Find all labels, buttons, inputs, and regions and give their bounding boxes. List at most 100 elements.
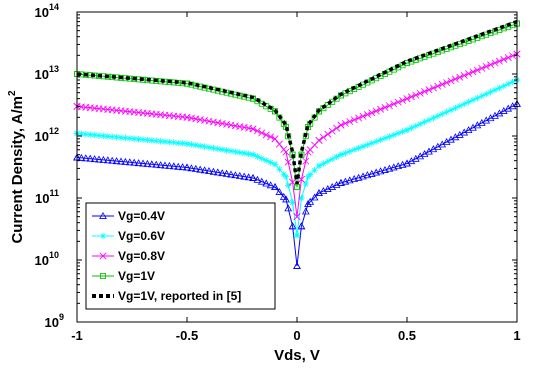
curve-marker xyxy=(262,179,271,187)
curve-marker xyxy=(425,86,433,94)
curve-marker xyxy=(245,150,252,158)
curve-marker xyxy=(460,71,468,79)
curve-marker xyxy=(293,232,301,239)
legend: Vg=0.4V Vg=0.6V Vg=0.8V Vg=1V Vg=1V, reporte… xyxy=(85,202,276,310)
x-tick-label: 1 xyxy=(513,328,520,343)
curve-marker xyxy=(302,157,310,165)
curve-marker xyxy=(482,63,490,71)
curve-marker xyxy=(183,140,191,147)
curve-marker xyxy=(209,118,217,126)
curve-marker xyxy=(310,193,319,201)
series-5 xyxy=(76,19,518,184)
curve-marker xyxy=(231,171,240,179)
curve-marker xyxy=(504,54,512,62)
curve-marker xyxy=(376,167,385,175)
curve-marker xyxy=(461,100,468,108)
legend-label-1: Vg=0.4V xyxy=(118,209,165,223)
curve-marker xyxy=(122,134,129,142)
curve-marker xyxy=(363,111,371,119)
curve-marker xyxy=(157,138,164,145)
curve-marker xyxy=(183,163,191,171)
curve-marker xyxy=(491,59,499,67)
data-point xyxy=(304,199,312,207)
curve-marker xyxy=(324,130,332,138)
curve-marker xyxy=(469,68,477,76)
curve-marker xyxy=(399,96,407,104)
curve-marker xyxy=(223,120,231,128)
curve-marker xyxy=(478,92,485,100)
curve-marker xyxy=(451,75,459,83)
ticks-layer: -1 -0.5 0 0.5 1 109 1010 1011 1012 1013 1014 xyxy=(35,2,521,343)
curve-marker xyxy=(86,154,95,162)
curve-marker xyxy=(421,88,429,96)
curve-marker xyxy=(144,136,151,144)
curve-marker xyxy=(398,160,407,168)
curve-marker xyxy=(77,153,86,161)
curve-marker xyxy=(209,167,218,175)
curve-marker xyxy=(495,57,503,65)
curve-marker xyxy=(355,114,363,122)
curve-marker xyxy=(174,162,183,170)
curve-marker xyxy=(191,164,200,172)
curve-marker xyxy=(187,164,196,172)
curve-marker xyxy=(90,155,99,163)
curve-marker xyxy=(298,194,305,202)
curve-marker xyxy=(324,158,331,165)
curve-marker xyxy=(205,117,213,125)
curve-marker xyxy=(126,135,133,142)
curve-marker xyxy=(389,163,398,171)
curve-marker xyxy=(297,222,306,230)
curve-marker xyxy=(417,120,424,128)
curve-marker xyxy=(381,165,389,173)
curve-marker xyxy=(117,134,125,141)
curve-marker xyxy=(210,144,217,152)
curve-marker xyxy=(346,148,353,155)
curve-marker xyxy=(87,131,94,138)
data-point xyxy=(282,173,290,180)
curve-marker xyxy=(350,116,358,124)
curve-marker xyxy=(377,136,384,144)
curve-marker xyxy=(407,93,415,101)
x-axis-label: Vds, V xyxy=(274,347,320,364)
series-line-5 xyxy=(76,19,518,184)
curve-marker xyxy=(399,128,406,135)
curve-marker xyxy=(403,95,411,103)
legend-label-2: Vg=0.6V xyxy=(118,229,165,243)
curve-marker xyxy=(425,116,433,124)
curve-marker xyxy=(169,162,178,170)
curve-marker xyxy=(113,133,120,141)
curve-marker xyxy=(109,133,116,140)
curve-marker xyxy=(284,158,292,166)
x-tick-label: 0.5 xyxy=(398,328,416,343)
curve-marker xyxy=(156,161,165,169)
y-axis-label-main: Current Density, A/m xyxy=(9,96,26,244)
curve-marker xyxy=(166,79,173,86)
curve-marker xyxy=(235,171,244,179)
y-tick-label: 1013 xyxy=(35,64,59,82)
curve-marker xyxy=(135,136,142,143)
y-tick-label: 1011 xyxy=(35,188,59,206)
curve-marker xyxy=(279,192,288,200)
curve-marker xyxy=(139,136,147,143)
curve-marker xyxy=(262,131,270,139)
curve-marker xyxy=(293,213,301,221)
curve-marker xyxy=(385,102,393,110)
curve-marker xyxy=(152,160,161,168)
curve-marker xyxy=(108,156,117,164)
curve-marker xyxy=(478,64,486,72)
curve-marker xyxy=(218,120,226,128)
curve-marker xyxy=(447,77,455,85)
curve-marker xyxy=(271,161,279,168)
curve-marker xyxy=(201,116,209,124)
x-tick-label: -1 xyxy=(71,328,83,343)
curve-marker xyxy=(196,165,205,173)
curve-marker xyxy=(337,121,345,129)
curve-marker xyxy=(434,82,442,90)
curve-marker xyxy=(319,133,327,141)
curve-marker xyxy=(130,158,139,166)
curve-marker xyxy=(430,114,437,122)
curve-marker xyxy=(363,171,372,179)
curve-marker xyxy=(249,173,257,181)
curve-marker xyxy=(103,156,112,164)
